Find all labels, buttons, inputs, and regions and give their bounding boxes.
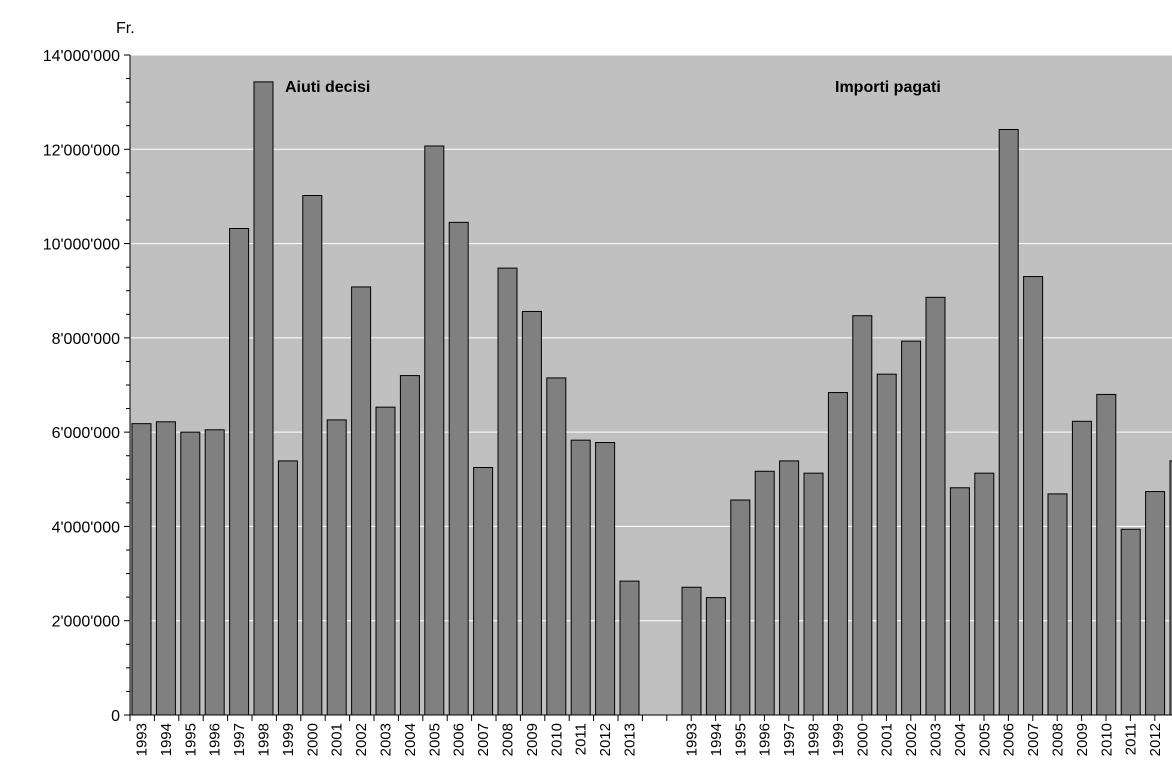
x-tick-label: 2012 (597, 723, 614, 756)
bar (302, 194, 323, 716)
y-tick-label: 12'000'000 (43, 142, 120, 159)
x-tick-label: 1997 (781, 723, 798, 756)
x-tick-labels: 1993 1994 1995 1996 1997 1998 1999 2000 2001 2002… (129, 715, 1172, 756)
bar (1023, 276, 1044, 716)
bar (595, 442, 616, 716)
x-tick-label: 2013 (622, 723, 639, 756)
x-tick-label: 2008 (1050, 723, 1067, 756)
x-tick-label: 2010 (1098, 723, 1115, 756)
x-tick-label: 1996 (757, 723, 774, 756)
bar (424, 145, 445, 716)
bar (375, 406, 396, 716)
bar (681, 586, 702, 716)
x-tick-label: 1993 (684, 723, 701, 756)
y-tick-label: 4'000'000 (52, 519, 121, 536)
bar (730, 499, 751, 716)
x-tick-label: 2011 (1123, 723, 1140, 755)
x-tick-label: 2000 (854, 723, 871, 756)
bar (570, 439, 591, 716)
bar (521, 310, 542, 716)
bar (180, 431, 201, 716)
bar (155, 421, 176, 716)
bar (1145, 491, 1166, 716)
x-tick-label: 2004 (952, 723, 969, 756)
y-tick-label: 6'000'000 (52, 425, 121, 442)
x-tick-label: 2009 (524, 723, 541, 756)
bar (876, 373, 897, 716)
x-tick-label: 1995 (732, 723, 749, 756)
bar (1096, 393, 1117, 716)
bar (1169, 460, 1172, 716)
bar (253, 81, 274, 716)
x-tick-label: 2002 (353, 723, 370, 756)
x-tick-label: 2012 (1147, 723, 1164, 756)
x-tick-label: 2001 (879, 723, 896, 756)
x-tick-label: 2004 (402, 723, 419, 756)
bar (998, 128, 1019, 716)
x-tick-label: 2010 (548, 723, 565, 756)
x-tick-label: 1994 (708, 723, 725, 756)
x-tick-label: 1999 (280, 723, 297, 756)
bar (204, 429, 225, 716)
bar (779, 460, 800, 716)
bar (1120, 528, 1141, 716)
bar (1047, 493, 1068, 716)
x-tick-label: 2002 (903, 723, 920, 756)
x-tick-label: 1998 (806, 723, 823, 756)
x-tick-label: 1996 (207, 723, 224, 756)
bars (131, 81, 1172, 716)
x-tick-label: 1998 (256, 723, 273, 756)
y-tick-label: 14'000'000 (43, 48, 120, 65)
bar (1071, 420, 1092, 716)
bar (754, 470, 775, 716)
bar (974, 472, 995, 716)
x-tick-label: 2008 (500, 723, 517, 756)
bar (901, 340, 922, 716)
x-tick-label: 2009 (1074, 723, 1091, 756)
x-tick-label: 2000 (304, 723, 321, 756)
x-tick-label: 2003 (928, 723, 945, 756)
group-titles: Aiuti decisi Importi pagati (285, 79, 941, 96)
bar (949, 487, 970, 716)
x-tick-label: 2007 (475, 723, 492, 756)
x-tick-label: 2006 (1001, 723, 1018, 756)
bar (351, 286, 372, 716)
x-tick-label: 1993 (134, 723, 151, 756)
y-tick-label: 0 (111, 708, 120, 725)
bar (131, 423, 152, 716)
bar (925, 296, 946, 716)
bar (326, 419, 347, 716)
x-tick-label: 1995 (182, 723, 199, 756)
bar (229, 227, 250, 716)
bar (852, 315, 873, 716)
x-tick-label: 2007 (1025, 723, 1042, 756)
bar (546, 377, 567, 716)
group-title: Importi pagati (835, 79, 941, 96)
y-axis-unit-label: Fr. (116, 20, 135, 37)
x-tick-label: 2006 (451, 723, 468, 756)
bar (497, 267, 518, 716)
bar (473, 467, 494, 716)
x-tick-label: 2003 (378, 723, 395, 756)
bar (277, 460, 298, 716)
bar (803, 472, 824, 716)
bar (705, 597, 726, 716)
x-tick-label: 1997 (231, 723, 248, 756)
x-tick-label: 2005 (976, 723, 993, 756)
y-tick-label: 8'000'000 (52, 331, 121, 348)
bar (827, 392, 848, 716)
y-tick-label: 2'000'000 (52, 614, 121, 631)
bar (399, 375, 420, 716)
group-title: Aiuti decisi (285, 79, 370, 96)
bar (448, 221, 469, 716)
x-tick-label: 2005 (426, 723, 443, 756)
x-tick-label: 1999 (830, 723, 847, 756)
x-tick-label: 2011 (573, 723, 590, 755)
bar (619, 580, 640, 716)
y-ticks: 0 2'000'000 4'000'000 6'000'000 8'000'000 10'… (43, 48, 130, 725)
x-tick-label: 1994 (158, 723, 175, 756)
y-tick-label: 10'000'000 (43, 237, 120, 254)
x-tick-label: 2001 (329, 723, 346, 756)
